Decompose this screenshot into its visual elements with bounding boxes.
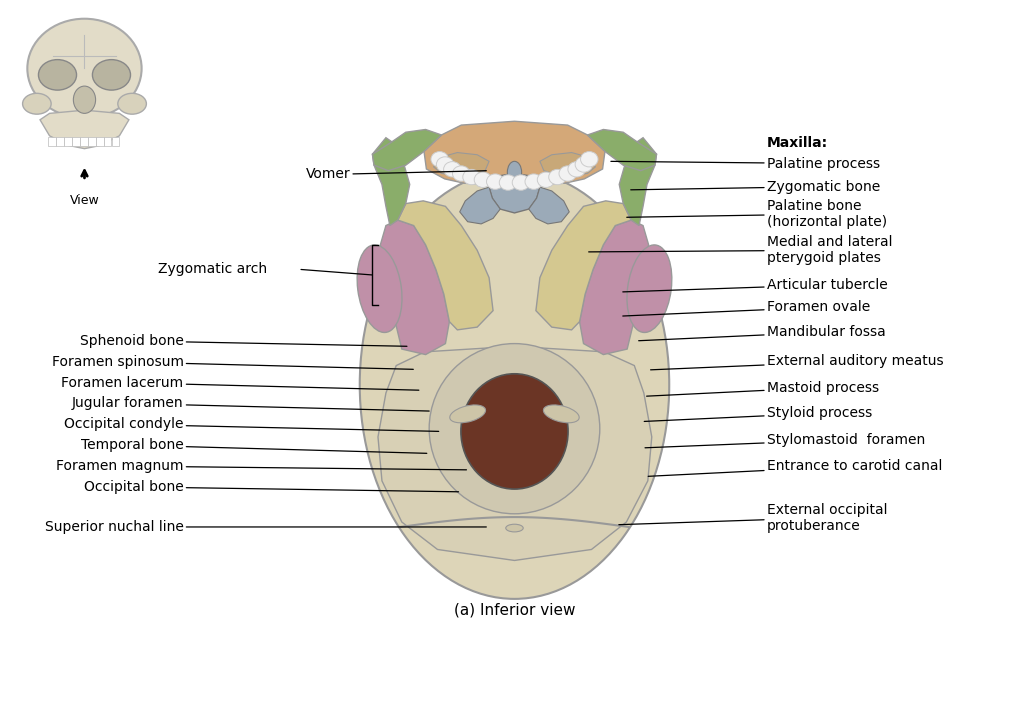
Polygon shape	[528, 187, 569, 224]
Ellipse shape	[581, 152, 598, 167]
Ellipse shape	[507, 161, 521, 183]
Ellipse shape	[538, 172, 555, 188]
Text: Mastoid process: Mastoid process	[646, 381, 879, 396]
Text: Maxilla:: Maxilla:	[767, 136, 828, 150]
Polygon shape	[489, 173, 540, 213]
Bar	[56, 138, 63, 146]
Text: (a) Inferior view: (a) Inferior view	[454, 602, 575, 617]
Text: Entrance to carotid canal: Entrance to carotid canal	[648, 459, 942, 476]
Text: External auditory meatus: External auditory meatus	[650, 354, 943, 370]
Ellipse shape	[506, 524, 523, 532]
Ellipse shape	[450, 405, 485, 423]
Polygon shape	[433, 153, 489, 175]
Ellipse shape	[92, 60, 130, 90]
Polygon shape	[620, 138, 656, 225]
Polygon shape	[373, 138, 410, 225]
Ellipse shape	[28, 19, 141, 118]
Ellipse shape	[431, 152, 449, 167]
Bar	[72, 138, 80, 146]
Ellipse shape	[525, 174, 543, 190]
Ellipse shape	[463, 170, 480, 185]
Polygon shape	[540, 153, 595, 175]
Ellipse shape	[357, 245, 402, 332]
Text: Palatine bone
(horizontal plate): Palatine bone (horizontal plate)	[627, 199, 887, 229]
Ellipse shape	[23, 93, 51, 114]
Text: Jugular foramen: Jugular foramen	[72, 396, 429, 411]
Text: Superior nuchal line: Superior nuchal line	[45, 520, 486, 534]
Text: Foramen ovale: Foramen ovale	[623, 300, 870, 316]
Ellipse shape	[359, 170, 670, 599]
Ellipse shape	[627, 245, 672, 332]
Bar	[65, 138, 72, 146]
Polygon shape	[580, 220, 648, 354]
Text: Styloid process: Styloid process	[644, 406, 872, 421]
Ellipse shape	[575, 157, 593, 173]
Text: Articular tubercle: Articular tubercle	[623, 278, 888, 292]
Text: External occipital
protuberance: External occipital protuberance	[618, 503, 888, 533]
Text: Mandibular fossa: Mandibular fossa	[639, 325, 886, 341]
Text: Stylomastoid  foramen: Stylomastoid foramen	[645, 433, 925, 448]
Ellipse shape	[549, 170, 566, 185]
Ellipse shape	[500, 175, 517, 190]
Ellipse shape	[544, 405, 580, 423]
Bar	[48, 138, 56, 146]
Ellipse shape	[453, 166, 470, 181]
Text: Foramen magnum: Foramen magnum	[56, 459, 467, 473]
Polygon shape	[588, 130, 656, 170]
Bar	[112, 138, 120, 146]
Ellipse shape	[486, 174, 504, 190]
Polygon shape	[40, 111, 129, 148]
Polygon shape	[460, 187, 500, 224]
Text: Temporal bone: Temporal bone	[81, 438, 427, 453]
Bar	[80, 138, 88, 146]
Bar	[103, 138, 112, 146]
Ellipse shape	[39, 60, 77, 90]
Text: Sphenoid bone: Sphenoid bone	[80, 334, 407, 348]
Polygon shape	[378, 347, 652, 560]
Bar	[88, 138, 95, 146]
Polygon shape	[424, 121, 605, 185]
Ellipse shape	[474, 172, 492, 188]
Text: Occipital condyle: Occipital condyle	[65, 417, 438, 431]
Bar	[96, 138, 103, 146]
Ellipse shape	[443, 162, 461, 177]
Ellipse shape	[559, 166, 577, 181]
Polygon shape	[397, 201, 494, 330]
Ellipse shape	[118, 93, 146, 114]
Text: Foramen spinosum: Foramen spinosum	[51, 354, 414, 369]
Text: Zygomatic arch: Zygomatic arch	[158, 262, 267, 277]
Text: Palatine process: Palatine process	[611, 157, 880, 170]
Polygon shape	[380, 220, 450, 354]
Polygon shape	[373, 130, 441, 170]
Text: Foramen lacerum: Foramen lacerum	[61, 376, 419, 390]
Text: View: View	[70, 194, 99, 207]
Ellipse shape	[436, 157, 454, 173]
Ellipse shape	[568, 162, 586, 177]
Polygon shape	[536, 201, 631, 330]
Ellipse shape	[461, 374, 568, 489]
Ellipse shape	[512, 175, 529, 190]
Text: Zygomatic bone: Zygomatic bone	[631, 180, 880, 193]
Ellipse shape	[429, 344, 600, 514]
Text: Medial and lateral
pterygoid plates: Medial and lateral pterygoid plates	[589, 235, 892, 265]
Text: Occipital bone: Occipital bone	[84, 480, 459, 494]
Text: Vomer: Vomer	[305, 168, 486, 182]
Ellipse shape	[74, 86, 95, 113]
